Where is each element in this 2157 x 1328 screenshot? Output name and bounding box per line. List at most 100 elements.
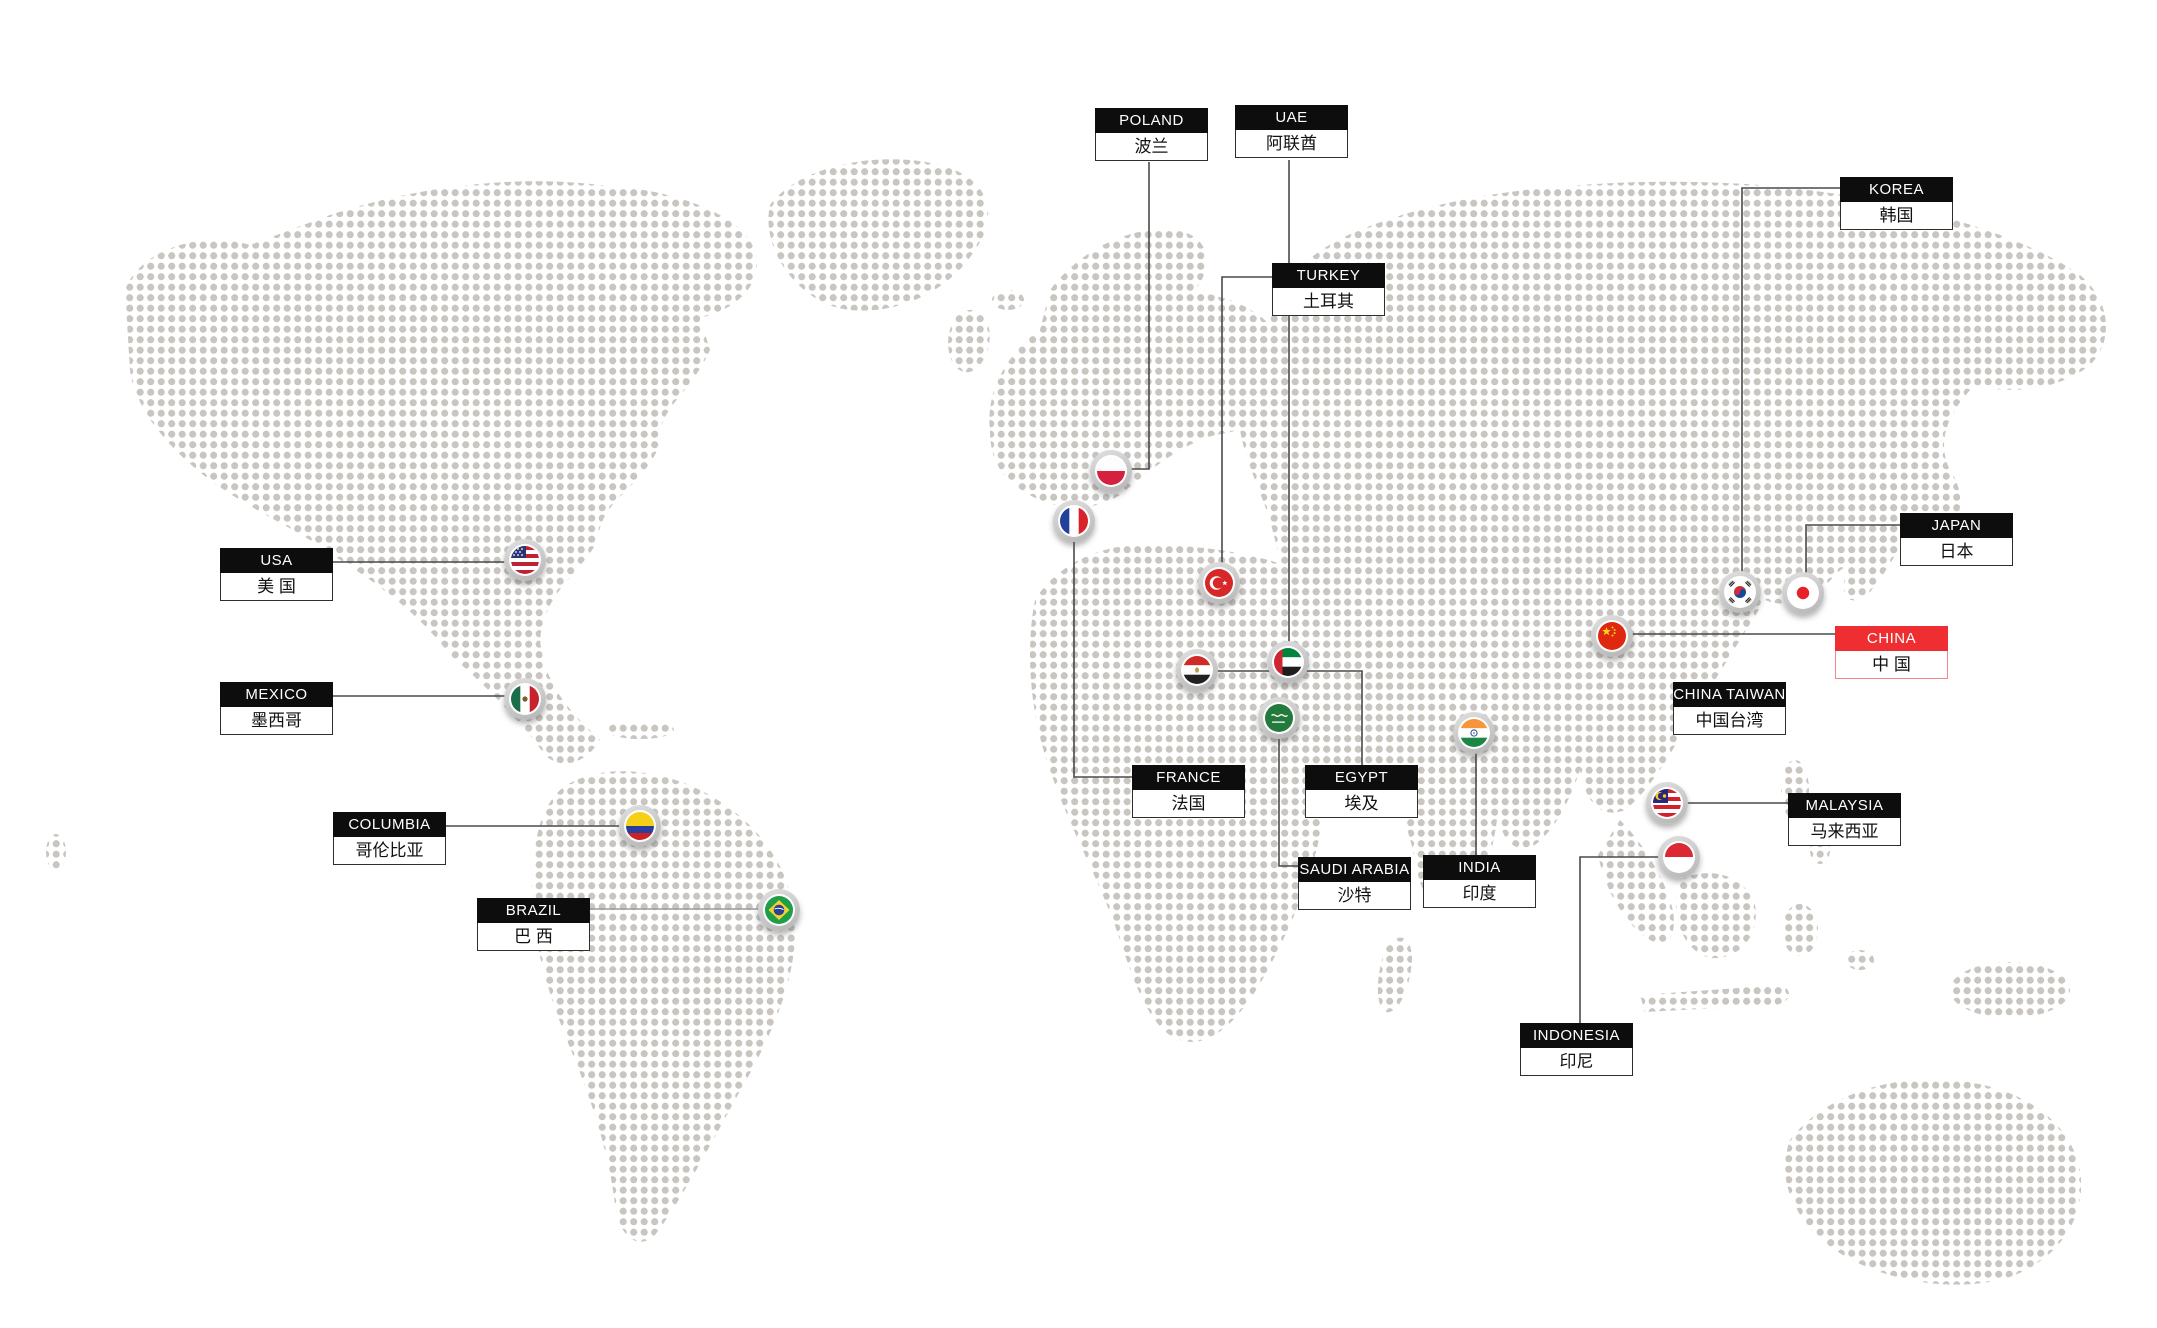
label-turkey-en: TURKEY xyxy=(1272,263,1385,288)
label-japan-zh: 日本 xyxy=(1900,538,2013,566)
mexico-marker[interactable] xyxy=(504,678,546,720)
usa-marker[interactable] xyxy=(504,539,546,581)
label-china-zh: 中 国 xyxy=(1835,651,1948,679)
label-brazil-zh: 巴 西 xyxy=(477,923,590,951)
label-india: INDIA 印度 xyxy=(1423,855,1536,908)
turkey-marker[interactable] xyxy=(1198,562,1240,604)
japan-marker[interactable] xyxy=(1782,572,1824,614)
label-mexico-en: MEXICO xyxy=(220,682,333,707)
china-marker[interactable] xyxy=(1591,615,1633,657)
marker-ring xyxy=(763,894,795,926)
label-korea-zh: 韩国 xyxy=(1840,202,1953,230)
marker-ring xyxy=(1095,455,1127,487)
label-egypt: EGYPT 埃及 xyxy=(1305,765,1418,818)
saudi-arabia-flag-icon xyxy=(1265,704,1293,732)
egypt-flag-icon xyxy=(1183,656,1211,684)
label-france: FRANCE 法国 xyxy=(1132,765,1245,818)
label-saudi-arabia-en: SAUDI ARABIA xyxy=(1298,857,1411,882)
marker-ring xyxy=(624,810,656,842)
columbia-marker[interactable] xyxy=(619,805,661,847)
poland-flag-icon xyxy=(1097,457,1125,485)
label-brazil-en: BRAZIL xyxy=(477,898,590,923)
brazil-flag-icon xyxy=(765,896,793,924)
label-uae: UAE 阿联酋 xyxy=(1235,105,1348,158)
marker-ring xyxy=(1272,646,1304,678)
label-egypt-zh: 埃及 xyxy=(1305,790,1418,818)
connector-poland xyxy=(1128,162,1150,470)
egypt-marker[interactable] xyxy=(1176,649,1218,691)
connector-indonesia xyxy=(1579,856,1660,1023)
connector-france xyxy=(1073,541,1132,778)
label-india-en: INDIA xyxy=(1423,855,1536,880)
label-poland-zh: 波兰 xyxy=(1095,133,1208,161)
label-egypt-en: EGYPT xyxy=(1305,765,1418,790)
india-marker[interactable] xyxy=(1453,712,1495,754)
label-uae-zh: 阿联酋 xyxy=(1235,130,1348,158)
label-brazil: BRAZIL 巴 西 xyxy=(477,898,590,951)
label-saudi-arabia: SAUDI ARABIA 沙特 xyxy=(1298,857,1411,910)
brazil-marker[interactable] xyxy=(758,889,800,931)
label-malaysia-en: MALAYSIA xyxy=(1788,793,1901,818)
label-china-taiwan-en: CHINA TAIWAN xyxy=(1673,682,1786,707)
india-flag-icon xyxy=(1460,719,1488,747)
label-poland-en: POLAND xyxy=(1095,108,1208,133)
label-india-zh: 印度 xyxy=(1423,880,1536,908)
label-indonesia: INDONESIA 印尼 xyxy=(1520,1023,1633,1076)
label-china-en: CHINA xyxy=(1835,626,1948,651)
label-columbia-en: COLUMBIA xyxy=(333,812,446,837)
china-flag-icon xyxy=(1598,622,1626,650)
label-france-en: FRANCE xyxy=(1132,765,1245,790)
poland-marker[interactable] xyxy=(1090,450,1132,492)
marker-ring xyxy=(1181,654,1213,686)
indonesia-marker[interactable] xyxy=(1658,836,1700,878)
label-indonesia-en: INDONESIA xyxy=(1520,1023,1633,1048)
korea-flag-icon xyxy=(1726,578,1754,606)
connector-egypt xyxy=(1216,670,1363,765)
marker-ring xyxy=(1724,576,1756,608)
connector-japan xyxy=(1805,524,1900,573)
label-japan-en: JAPAN xyxy=(1900,513,2013,538)
label-china-taiwan: CHINA TAIWAN 中国台湾 xyxy=(1673,682,1786,735)
usa-flag-icon xyxy=(511,546,539,574)
marker-ring xyxy=(509,544,541,576)
label-mexico: MEXICO 墨西哥 xyxy=(220,682,333,735)
connector-saudi xyxy=(1278,738,1298,867)
label-malaysia: MALAYSIA 马来西亚 xyxy=(1788,793,1901,846)
marker-ring xyxy=(1651,787,1683,819)
marker-ring xyxy=(509,683,541,715)
label-turkey-zh: 土耳其 xyxy=(1272,288,1385,316)
turkey-flag-icon xyxy=(1205,569,1233,597)
label-usa-zh: 美 国 xyxy=(220,573,333,601)
columbia-flag-icon xyxy=(626,812,654,840)
saudi-arabia-marker[interactable] xyxy=(1258,697,1300,739)
marker-ring xyxy=(1458,717,1490,749)
label-korea: KOREA 韩国 xyxy=(1840,177,1953,230)
label-columbia: COLUMBIA 哥伦比亚 xyxy=(333,812,446,865)
marker-ring xyxy=(1596,620,1628,652)
marker-ring xyxy=(1263,702,1295,734)
label-columbia-zh: 哥伦比亚 xyxy=(333,837,446,865)
marker-ring xyxy=(1663,841,1695,873)
label-turkey: TURKEY 土耳其 xyxy=(1272,263,1385,316)
uae-flag-icon xyxy=(1274,648,1302,676)
label-china: CHINA 中 国 xyxy=(1835,626,1948,679)
label-uae-en: UAE xyxy=(1235,105,1348,130)
label-japan: JAPAN 日本 xyxy=(1900,513,2013,566)
connector-korea xyxy=(1741,187,1840,572)
malaysia-marker[interactable] xyxy=(1646,782,1688,824)
label-malaysia-zh: 马来西亚 xyxy=(1788,818,1901,846)
label-china-taiwan-zh: 中国台湾 xyxy=(1673,707,1786,735)
label-usa: USA 美 国 xyxy=(220,548,333,601)
uae-marker[interactable] xyxy=(1267,641,1309,683)
france-marker[interactable] xyxy=(1053,500,1095,542)
connector-turkey xyxy=(1221,276,1272,564)
indonesia-flag-icon xyxy=(1665,843,1693,871)
japan-flag-icon xyxy=(1789,579,1817,607)
label-usa-en: USA xyxy=(220,548,333,573)
korea-marker[interactable] xyxy=(1719,571,1761,613)
marker-ring xyxy=(1058,505,1090,537)
label-mexico-zh: 墨西哥 xyxy=(220,707,333,735)
label-saudi-arabia-zh: 沙特 xyxy=(1298,882,1411,910)
